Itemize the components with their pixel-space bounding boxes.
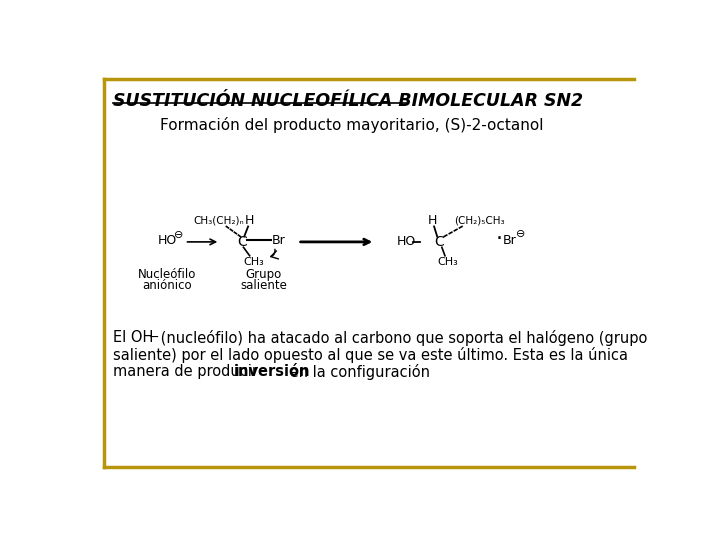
Text: SUSTITUCIÓN NUCLEOFÍLICA BIMOLECULAR SN2: SUSTITUCIÓN NUCLEOFÍLICA BIMOLECULAR SN2 bbox=[113, 92, 583, 110]
Text: Grupo: Grupo bbox=[246, 268, 282, 281]
Text: H: H bbox=[245, 214, 254, 227]
Text: ·: · bbox=[495, 229, 503, 249]
Text: Br: Br bbox=[503, 234, 517, 247]
FancyArrowPatch shape bbox=[271, 249, 279, 259]
Text: ⊖: ⊖ bbox=[174, 230, 183, 240]
Text: aniónico: aniónico bbox=[143, 279, 192, 292]
Text: inversión: inversión bbox=[233, 364, 310, 379]
Text: CH₃: CH₃ bbox=[243, 257, 264, 267]
Text: El OH: El OH bbox=[113, 330, 153, 346]
Text: (CH₂)₅CH₃: (CH₂)₅CH₃ bbox=[454, 215, 505, 225]
Text: en la configuración: en la configuración bbox=[285, 364, 431, 380]
Text: −: − bbox=[149, 330, 159, 343]
Text: saliente: saliente bbox=[240, 279, 287, 292]
Text: manera de producir: manera de producir bbox=[113, 364, 263, 379]
Text: CH₃(CH₂)ₙ: CH₃(CH₂)ₙ bbox=[194, 215, 244, 225]
Text: Nucleófilo: Nucleófilo bbox=[138, 268, 197, 281]
Text: HO: HO bbox=[397, 235, 416, 248]
Text: Formación del producto mayoritario, (S)-2-octanol: Formación del producto mayoritario, (S)-… bbox=[160, 117, 544, 133]
Text: CH₃: CH₃ bbox=[438, 257, 459, 267]
Text: (nucleófilo) ha atacado al carbono que soporta el halógeno (grupo: (nucleófilo) ha atacado al carbono que s… bbox=[156, 330, 647, 347]
Text: Br: Br bbox=[271, 234, 285, 247]
Text: saliente) por el lado opuesto al que se va este último. Esta es la única: saliente) por el lado opuesto al que se … bbox=[113, 347, 629, 363]
Text: ⊖: ⊖ bbox=[516, 229, 526, 239]
Text: HO: HO bbox=[158, 234, 177, 247]
Text: H: H bbox=[428, 214, 437, 227]
Text: C: C bbox=[237, 235, 247, 249]
Text: C: C bbox=[434, 235, 444, 249]
